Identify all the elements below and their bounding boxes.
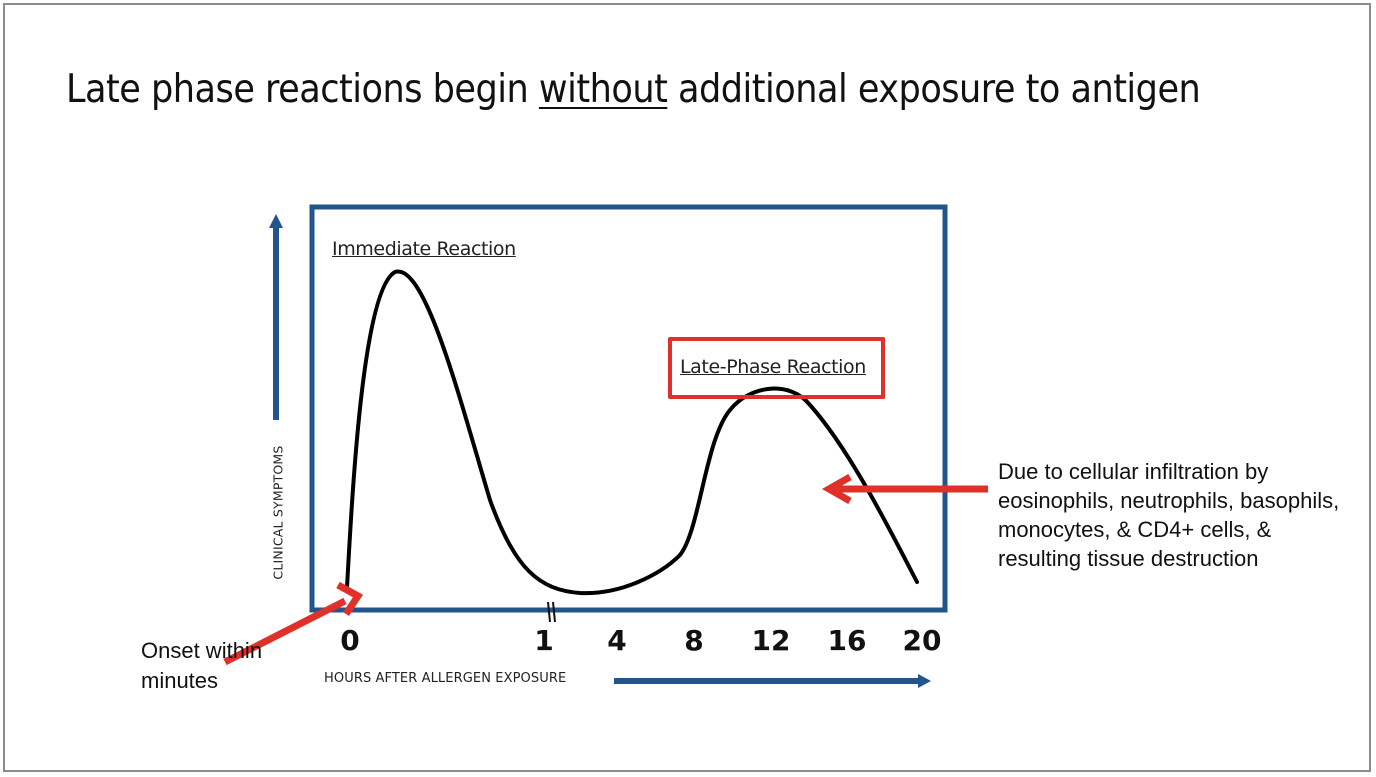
x-tick-0: 0 <box>340 624 360 657</box>
slide <box>3 3 1371 772</box>
symptom-curve <box>345 269 919 596</box>
y-axis-arrow-icon <box>269 214 283 420</box>
immediate-reaction-label: Immediate Reaction <box>332 238 516 260</box>
infiltration-arrow-icon <box>821 473 988 505</box>
x-axis-label: HOURS AFTER ALLERGEN EXPOSURE <box>324 671 567 686</box>
infiltration-note: Due to cellular infiltration by eosinoph… <box>998 459 1340 571</box>
x-tick-16: 16 <box>827 624 867 657</box>
x-tick-4: 4 <box>607 624 627 657</box>
slide-title: Late phase reactions begin without addit… <box>66 62 1266 118</box>
title-text-start: Late phase reactions begin <box>66 67 539 112</box>
x-tick-8: 8 <box>684 624 704 657</box>
x-tick-1: 1 <box>534 624 554 657</box>
onset-arrow-icon <box>223 581 364 666</box>
chart-frame <box>309 204 948 613</box>
x-tick-20: 20 <box>902 624 942 657</box>
onset-note: Onset within minutes <box>141 638 263 693</box>
late-phase-reaction-label: Late-Phase Reaction <box>680 356 866 378</box>
title-text-end: additional exposure to antigen <box>667 67 1201 112</box>
axis-break-icon <box>547 601 556 623</box>
title-emphasis: without <box>538 67 668 112</box>
late-phase-highlight-box <box>668 337 885 399</box>
x-tick-12: 12 <box>751 624 791 657</box>
x-axis-arrow-icon <box>614 674 931 688</box>
y-axis-label: CLINICAL SYMPTOMS <box>270 445 286 580</box>
